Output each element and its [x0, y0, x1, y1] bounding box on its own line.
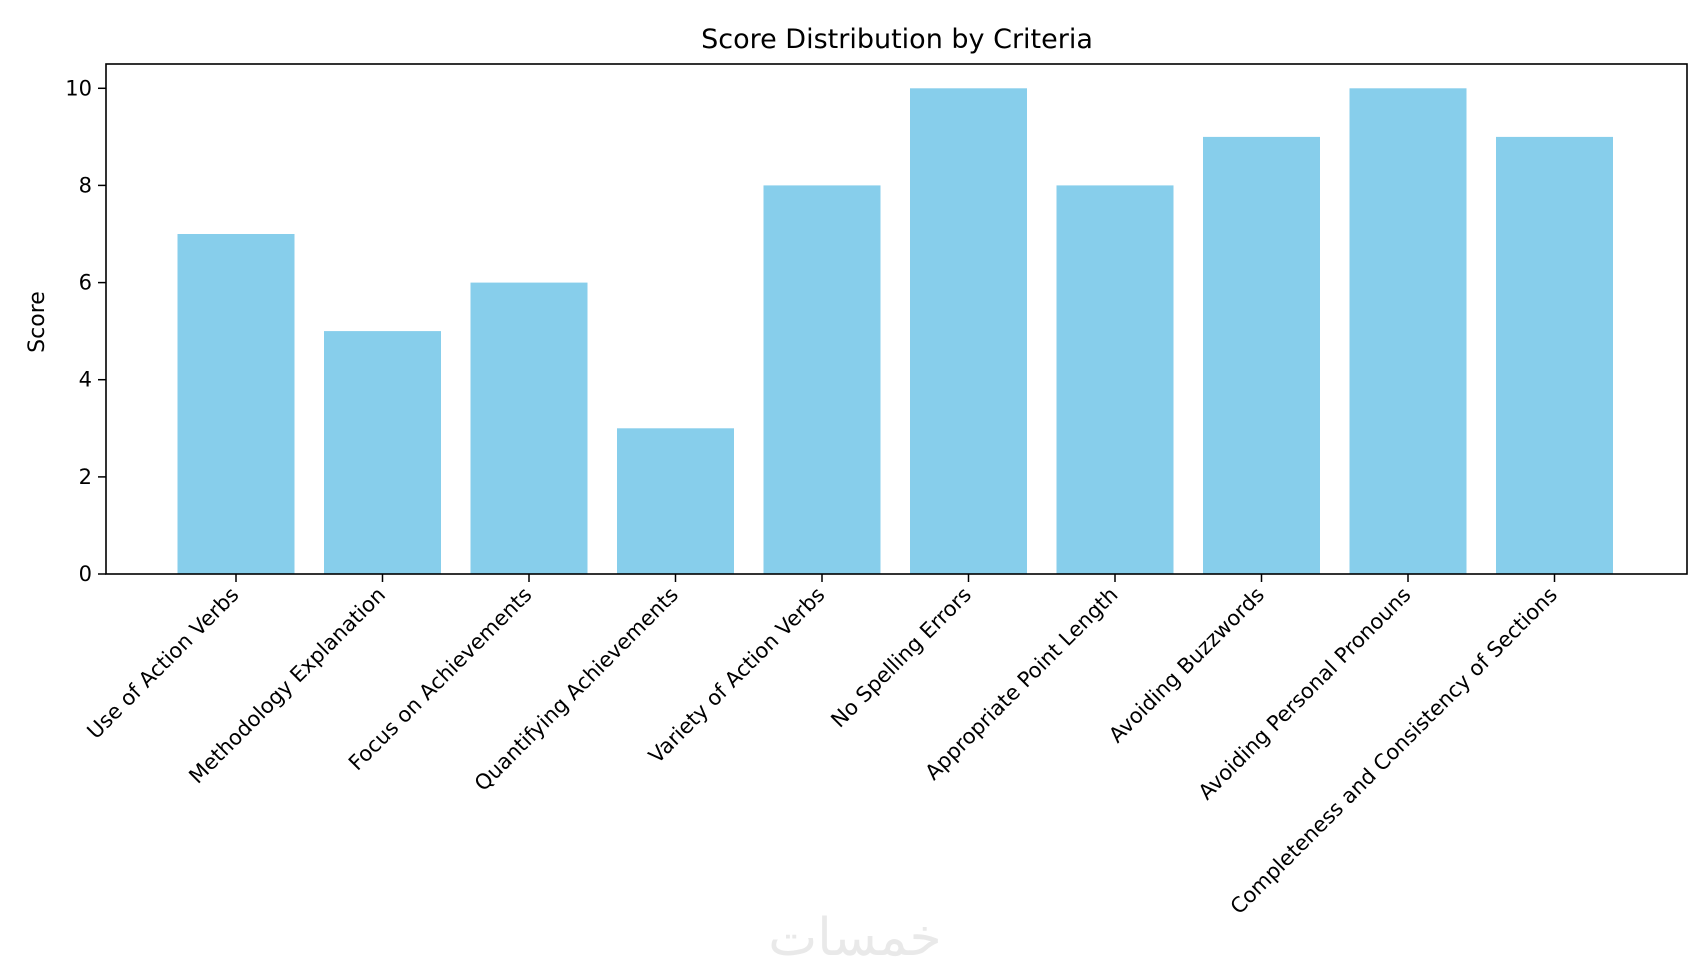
bar	[1496, 136, 1613, 574]
bar	[763, 185, 881, 574]
bar	[177, 234, 295, 574]
y-tick-label: 10	[65, 76, 92, 100]
bar	[910, 88, 1027, 575]
y-tick-label: 0	[79, 562, 92, 586]
bar	[1203, 136, 1320, 574]
bar	[1056, 185, 1174, 574]
bar	[470, 282, 588, 574]
y-axis-ticks: 0 2 4 6 8 10	[65, 76, 106, 586]
y-tick-label: 2	[79, 465, 92, 489]
bar	[1349, 88, 1467, 575]
y-tick-label: 4	[79, 368, 92, 392]
y-tick-label: 8	[79, 173, 92, 197]
y-tick-label: 6	[79, 271, 92, 295]
chart-title: Score Distribution by Criteria	[701, 24, 1093, 55]
y-axis-label: Score	[25, 291, 50, 353]
watermark: خمسات	[768, 908, 941, 968]
plot-area-frame	[105, 63, 1688, 575]
bar	[324, 331, 441, 574]
bar	[617, 428, 734, 574]
bars-layer	[177, 88, 1613, 575]
